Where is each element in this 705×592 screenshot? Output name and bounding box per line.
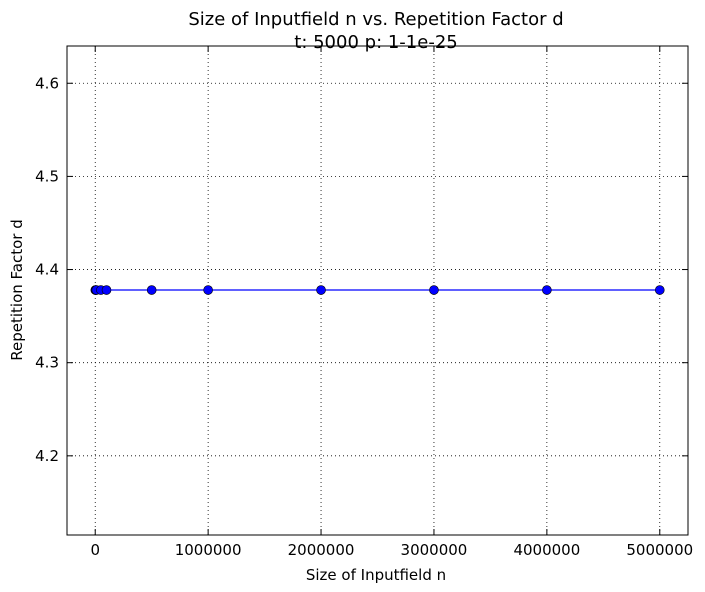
x-tick-label: 0 bbox=[90, 541, 100, 559]
data-point bbox=[542, 285, 552, 295]
y-tick-label: 4.3 bbox=[35, 354, 59, 372]
data-point bbox=[654, 285, 665, 295]
data-point bbox=[316, 285, 326, 295]
data-point bbox=[101, 285, 112, 295]
y-tick-label: 4.4 bbox=[35, 261, 59, 279]
y-tick-label: 4.5 bbox=[35, 167, 59, 185]
x-tick-label: 5000000 bbox=[626, 541, 693, 559]
x-tick-label: 2000000 bbox=[288, 541, 355, 559]
data-point bbox=[429, 285, 439, 295]
y-axis-label: Repetition Factor d bbox=[8, 219, 26, 360]
x-tick-label: 4000000 bbox=[513, 541, 580, 559]
plot-frame bbox=[66, 45, 689, 536]
y-tick-label: 4.6 bbox=[35, 74, 59, 92]
x-tick-label: 1000000 bbox=[175, 541, 242, 559]
data-point bbox=[146, 285, 157, 295]
chart-subtitle: t: 5000 p: 1-1e-25 bbox=[294, 32, 457, 53]
data-point bbox=[203, 285, 213, 295]
chart-title: Size of Inputfield n vs. Repetition Fact… bbox=[188, 9, 563, 30]
series-layer bbox=[90, 285, 665, 295]
x-tick-label: 3000000 bbox=[401, 541, 468, 559]
x-axis-label: Size of Inputfield n bbox=[306, 566, 446, 584]
axis-ticks: 0 1000000 2000000 3000000 4000000 5000000 4.2 4… bbox=[35, 46, 693, 559]
y-tick-label: 4.2 bbox=[35, 447, 59, 465]
